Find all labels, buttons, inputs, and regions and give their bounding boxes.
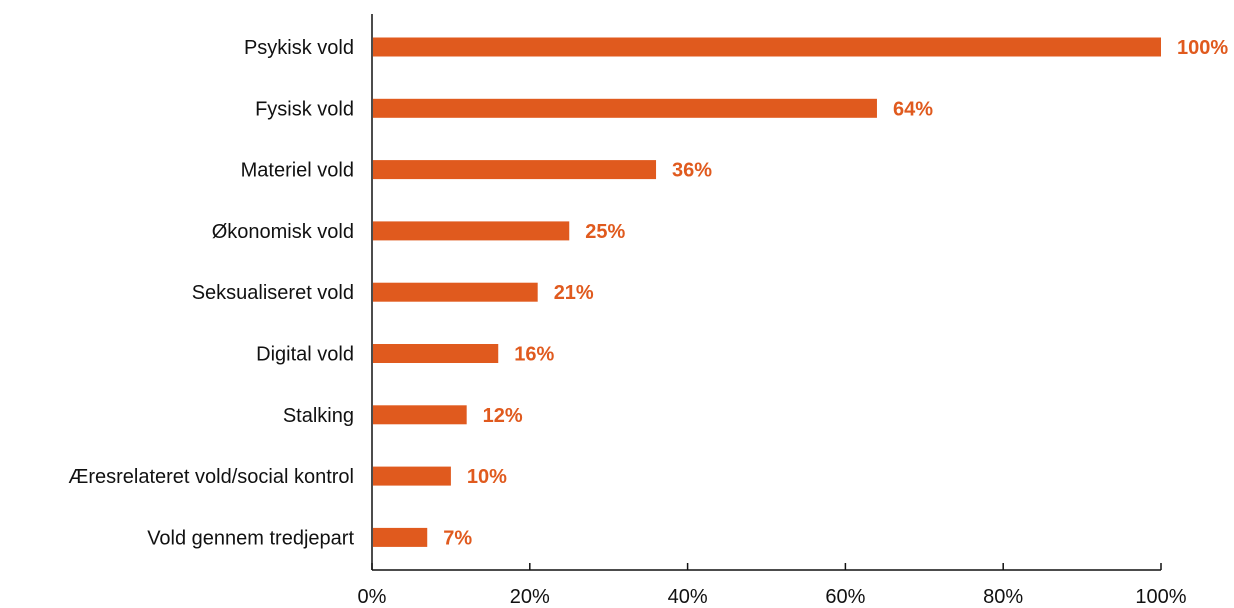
x-tick-label: 60% <box>825 586 865 608</box>
value-label: 21% <box>554 282 594 304</box>
category-label: Fysisk vold <box>255 98 354 120</box>
value-labels: 100% 64% 36% 25% 21% 16% 12% 10% 7% <box>443 37 1228 549</box>
bar <box>373 37 1161 57</box>
value-label: 10% <box>467 466 507 488</box>
value-label: 16% <box>514 344 554 366</box>
bar <box>373 466 451 486</box>
bar <box>373 98 877 118</box>
value-label: 12% <box>483 405 523 427</box>
category-label: Stalking <box>283 405 354 427</box>
category-label: Æresrelateret vold/social kontrol <box>68 466 354 488</box>
value-label: 64% <box>893 98 933 120</box>
value-label: 36% <box>672 160 712 182</box>
category-labels: Psykisk vold Fysisk vold Materiel vold Økon… <box>68 37 354 549</box>
category-label: Materiel vold <box>241 160 354 182</box>
value-label: 100% <box>1177 37 1228 59</box>
category-label: Økonomisk vold <box>212 221 354 243</box>
bar <box>373 344 499 363</box>
bar <box>373 221 570 241</box>
category-label: Psykisk vold <box>244 37 354 59</box>
x-tick-label: 80% <box>983 586 1023 608</box>
category-label: Seksualiseret vold <box>192 282 354 304</box>
bar <box>373 282 538 302</box>
x-tick-label: 20% <box>510 586 550 608</box>
value-label: 7% <box>443 527 472 549</box>
x-tick-labels: 0% 20% 40% 60% 80% 100% <box>358 586 1187 608</box>
bar <box>373 527 428 547</box>
x-tick-label: 40% <box>668 586 708 608</box>
axes <box>371 14 1162 571</box>
category-label: Vold gennem tredjepart <box>147 527 354 549</box>
bars-group <box>373 37 1161 547</box>
bar <box>373 405 467 425</box>
category-label: Digital vold <box>256 344 354 366</box>
x-tick-label: 100% <box>1135 586 1186 608</box>
bar <box>373 160 657 180</box>
x-tick-label: 0% <box>358 586 387 608</box>
value-label: 25% <box>585 221 625 243</box>
